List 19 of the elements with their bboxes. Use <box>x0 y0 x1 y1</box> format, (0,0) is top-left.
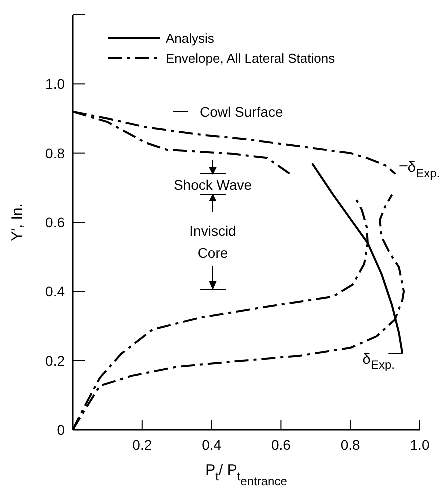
x-tick-label: 0.2 <box>132 437 152 453</box>
annotation: δ$_{Exp.}$ <box>408 159 439 180</box>
annotation: Cowl Surface <box>200 104 284 120</box>
y-tick-label: 0.4 <box>46 284 66 300</box>
x-tick-label: 0.8 <box>340 437 361 453</box>
legend-label: Envelope, All Lateral Stations <box>166 50 336 66</box>
x-tick-label: 1.0 <box>410 437 430 453</box>
annotation: Inviscid Core <box>190 223 236 261</box>
x-tick-label: 0.6 <box>271 437 292 453</box>
y-tick-label: 0.2 <box>46 352 66 369</box>
y-tick-label: 0.6 <box>46 214 66 230</box>
y-tick-label: 0.8 <box>46 145 66 162</box>
y-tick-label: 0 <box>57 422 66 438</box>
y-axis-title: Y′, In. <box>9 204 26 242</box>
x-tick-label: 0.4 <box>202 437 222 453</box>
annotation: δ$_{Exp.}$ <box>362 350 396 372</box>
legend-label: Analysis <box>166 30 214 46</box>
annotation: Shock Wave <box>174 177 252 193</box>
y-tick-label: 1.0 <box>46 76 66 92</box>
